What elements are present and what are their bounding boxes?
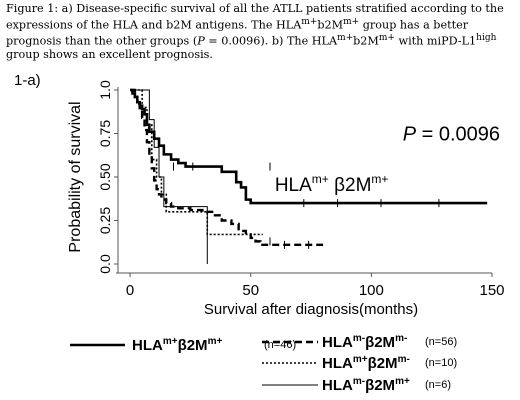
x-tick-label: 100 (359, 282, 384, 299)
x-axis-label: Survival after diagnosis(months) (204, 301, 418, 318)
figure-caption: Figure 1: a) Disease-specific survival o… (6, 2, 504, 62)
y-tick-label: 0.50 (97, 163, 113, 190)
legend-n-hla_pos_b2m_neg: (n=10) (425, 357, 457, 369)
legend-label-hla_pos_b2m_neg: HLAm+β2Mm- (322, 354, 410, 372)
y-axis-label: Probability of survival (67, 101, 84, 252)
x-tick-label: 0 (126, 282, 134, 299)
y-tick-label: 1.0 (97, 80, 113, 100)
p-value-annotation: P = 0.0096 (403, 123, 500, 145)
legend-label-hla_neg_b2m_neg: HLAm-β2Mm- (322, 333, 407, 351)
x-tick-label: 50 (242, 282, 259, 299)
panel-label: 1-a) (14, 72, 41, 89)
series-line-hla_pos_b2m_pos (130, 88, 488, 205)
legend-n-hla_neg_b2m_pos: (n=6) (425, 379, 451, 391)
group-annotation: HLAm+ β2Mm+ (275, 172, 389, 196)
y-tick-label: 0.75 (97, 120, 113, 147)
legend-label-hla_neg_b2m_pos: HLAm-β2Mm+ (322, 376, 410, 394)
y-tick-label: 0.0 (97, 254, 113, 274)
legend-label-hla_pos_b2m_pos: HLAm+β2Mm+ (132, 336, 222, 354)
series-line-hla_neg_b2m_pos (130, 89, 208, 264)
series-line-hla_pos_b2m_neg (130, 89, 263, 236)
x-tick-label: 150 (479, 282, 504, 299)
y-tick-label: 0.25 (97, 207, 113, 234)
series-line-hla_neg_b2m_neg (130, 88, 324, 247)
legend-n-hla_neg_b2m_neg: (n=56) (425, 336, 457, 348)
